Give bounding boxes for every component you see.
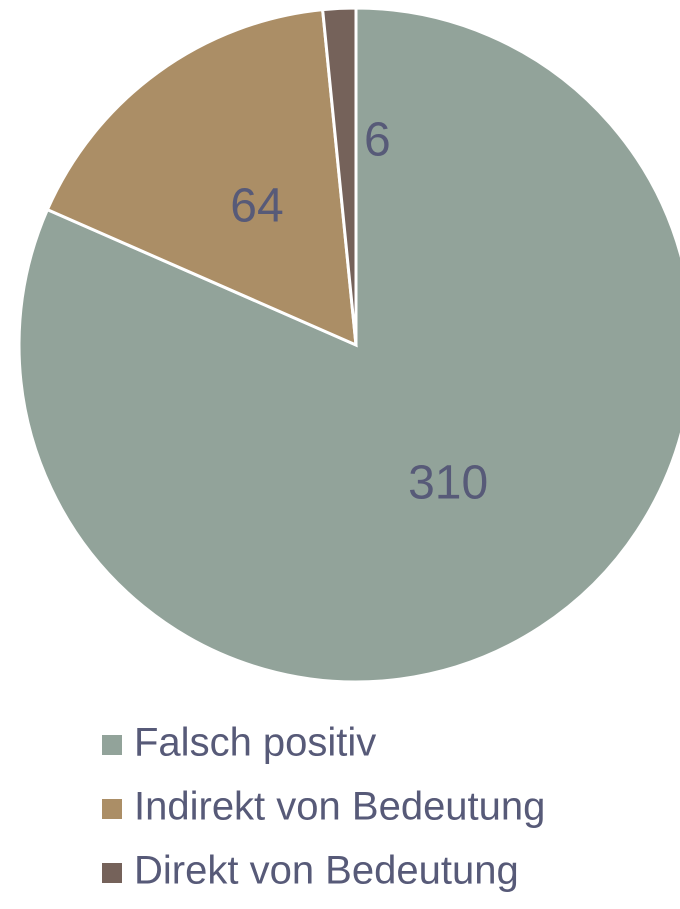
legend-swatch bbox=[102, 863, 122, 883]
pie-slice bbox=[45, 8, 358, 348]
legend-swatch bbox=[102, 799, 122, 819]
pie-slice bbox=[320, 6, 358, 346]
data-label: 6 bbox=[364, 113, 391, 166]
legend-label: Direkt von Bedeutung bbox=[134, 849, 519, 893]
legend-swatch bbox=[102, 735, 122, 755]
data-label: 64 bbox=[230, 179, 283, 232]
pie-slice bbox=[17, 6, 680, 684]
legend-label: Indirekt von Bedeutung bbox=[134, 785, 545, 829]
data-label: 310 bbox=[408, 457, 488, 510]
legend-label: Falsch positiv bbox=[134, 721, 376, 765]
